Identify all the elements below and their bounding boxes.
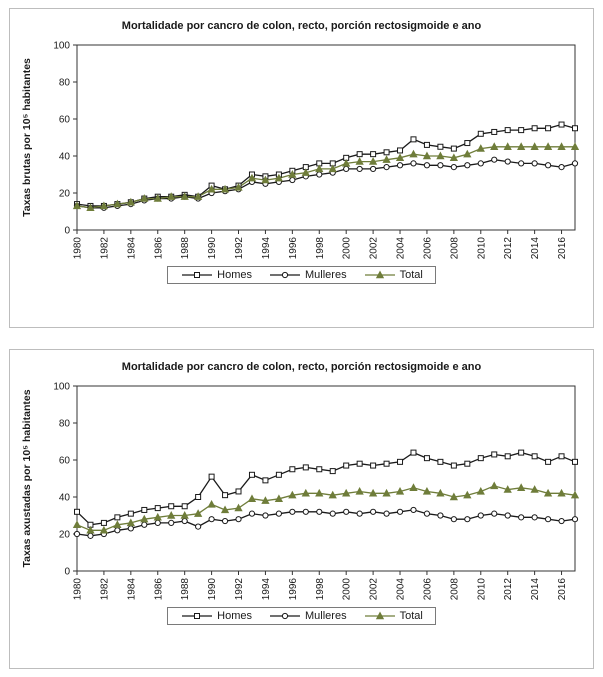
svg-text:1982: 1982 — [99, 578, 110, 601]
series-markers-total — [72, 142, 579, 211]
svg-text:2004: 2004 — [395, 578, 406, 601]
chart-panel-taxas-brutas: Mortalidade por cancro de colon, recto, … — [9, 8, 594, 328]
svg-text:1990: 1990 — [207, 578, 218, 601]
mulleres-circle-marker-icon — [270, 271, 300, 279]
svg-text:60: 60 — [58, 456, 70, 467]
svg-text:1986: 1986 — [153, 578, 164, 601]
svg-text:1998: 1998 — [314, 578, 325, 601]
chart-panel-taxas-axustadas: Mortalidade por cancro de colon, recto, … — [9, 349, 594, 669]
svg-text:1984: 1984 — [126, 578, 137, 601]
svg-text:2014: 2014 — [530, 578, 541, 601]
svg-text:2002: 2002 — [368, 237, 379, 260]
chart-title: Mortalidade por cancro de colon, recto, … — [121, 20, 482, 32]
legend: Homes Mulleres Total — [167, 266, 436, 284]
series-markers-mulleres — [73, 506, 578, 539]
svg-text:1994: 1994 — [260, 237, 271, 260]
line-chart-taxas-brutas: 0 20 40 60 80 100 1980 1982 1984 1986 1988 1990 1992… — [21, 41, 579, 260]
legend: Homes Mulleres Total — [167, 607, 436, 625]
svg-text:20: 20 — [58, 530, 70, 541]
svg-text:1992: 1992 — [234, 237, 245, 260]
legend-item-total: Total — [363, 269, 423, 281]
svg-text:1992: 1992 — [234, 578, 245, 601]
svg-text:1990: 1990 — [207, 237, 218, 260]
svg-text:2012: 2012 — [503, 237, 514, 260]
svg-text:0: 0 — [64, 567, 70, 578]
svg-text:2006: 2006 — [422, 578, 433, 601]
legend-label-homes: Homes — [217, 610, 252, 622]
svg-text:80: 80 — [58, 419, 70, 430]
svg-text:1984: 1984 — [126, 237, 137, 260]
svg-text:2000: 2000 — [341, 578, 352, 601]
total-triangle-marker-icon — [364, 611, 395, 620]
y-axis-label: Taxas axustadas por 10⁵ habitantes — [21, 389, 33, 567]
svg-text:2010: 2010 — [476, 578, 487, 601]
svg-text:1996: 1996 — [287, 237, 298, 260]
legend-box: Homes Mulleres Total — [167, 266, 436, 284]
homes-square-marker-icon — [182, 613, 213, 619]
homes-square-marker-icon — [182, 272, 213, 278]
mulleres-circle-marker-icon — [270, 612, 300, 620]
chart-title: Mortalidade por cancro de colon, recto, … — [121, 361, 482, 373]
svg-text:40: 40 — [58, 152, 70, 163]
legend-label-mulleres: Mulleres — [305, 610, 347, 622]
svg-text:1980: 1980 — [72, 237, 83, 260]
svg-text:1980: 1980 — [72, 578, 83, 601]
svg-text:2012: 2012 — [503, 578, 514, 601]
svg-text:2008: 2008 — [449, 578, 460, 601]
y-axis-label: Taxas brutas por 10⁵ habitantes — [21, 58, 33, 217]
legend-label-mulleres: Mulleres — [305, 269, 347, 281]
legend-item-total: Total — [363, 610, 423, 622]
svg-text:0: 0 — [64, 226, 70, 237]
legend-item-mulleres: Mulleres — [268, 610, 347, 622]
svg-text:60: 60 — [58, 115, 70, 126]
svg-text:20: 20 — [58, 189, 70, 200]
svg-text:2000: 2000 — [341, 237, 352, 260]
svg-text:2016: 2016 — [557, 578, 568, 601]
svg-text:2008: 2008 — [449, 237, 460, 260]
svg-text:2010: 2010 — [476, 237, 487, 260]
line-chart-taxas-axustadas: 0 20 40 60 80 100 1980 1982 1984 1986 1988 1990 1992… — [21, 382, 579, 601]
svg-text:40: 40 — [58, 493, 70, 504]
svg-text:1982: 1982 — [99, 237, 110, 260]
legend-item-homes: Homes — [180, 610, 252, 622]
svg-text:1986: 1986 — [153, 237, 164, 260]
svg-text:1988: 1988 — [180, 237, 191, 260]
legend-box: Homes Mulleres Total — [167, 607, 436, 625]
svg-text:1996: 1996 — [287, 578, 298, 601]
legend-label-total: Total — [399, 610, 423, 622]
legend-item-mulleres: Mulleres — [268, 269, 347, 281]
series-markers-total — [72, 481, 579, 534]
legend-item-homes: Homes — [180, 269, 252, 281]
svg-text:2016: 2016 — [557, 237, 568, 260]
svg-text:2004: 2004 — [395, 237, 406, 260]
legend-label-homes: Homes — [217, 269, 252, 281]
series-markers-homes — [73, 449, 578, 528]
svg-text:2002: 2002 — [368, 578, 379, 601]
svg-text:100: 100 — [53, 382, 70, 393]
legend-label-total: Total — [399, 269, 423, 281]
svg-text:80: 80 — [58, 78, 70, 89]
svg-text:2014: 2014 — [530, 237, 541, 260]
svg-text:1994: 1994 — [260, 578, 271, 601]
svg-text:100: 100 — [53, 41, 70, 52]
svg-text:1988: 1988 — [180, 578, 191, 601]
svg-text:1998: 1998 — [314, 237, 325, 260]
total-triangle-marker-icon — [364, 270, 395, 279]
svg-text:2006: 2006 — [422, 237, 433, 260]
